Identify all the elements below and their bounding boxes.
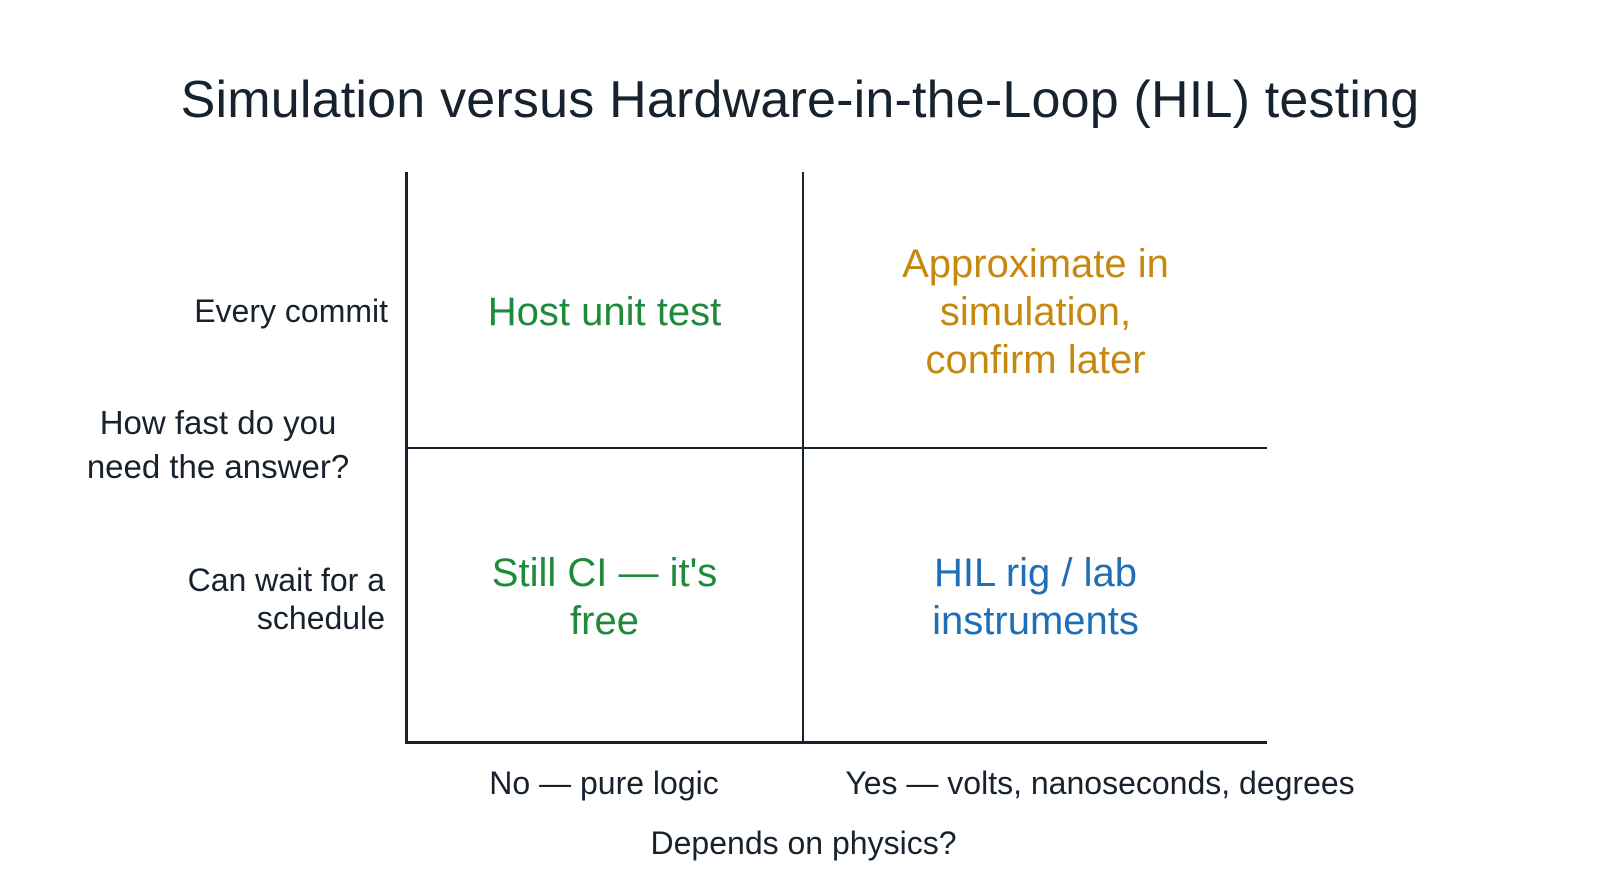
quadrant-bottom-left-text: Still CI — it's free xyxy=(491,551,718,643)
diagram-title: Simulation versus Hardware-in-the-Loop (… xyxy=(180,71,1420,129)
quadrant-bottom-left: Still CI — it's free xyxy=(407,449,802,741)
y-axis-title: How fast do you need the answer? xyxy=(86,404,350,485)
quadrant-bottom-right-text: HIL rig / lab instruments xyxy=(932,551,1139,643)
quadrant-bottom-right: HIL rig / lab instruments xyxy=(804,449,1267,741)
horizontal-divider xyxy=(407,447,1267,449)
column-label-yes-physics: Yes — volts, nanoseconds, degrees xyxy=(845,765,1355,801)
vertical-divider xyxy=(802,172,804,743)
column-label-no-pure-logic: No — pure logic xyxy=(489,765,719,801)
row-label-can-wait: Can wait for a schedule xyxy=(187,562,385,636)
quadrant-top-right: Approximate in simulation, confirm later xyxy=(804,172,1267,447)
quadrant-top-right-text: Approximate in simulation, confirm later xyxy=(902,241,1169,382)
quadrant-top-left-text: Host unit test xyxy=(487,289,722,334)
y-axis-line xyxy=(405,172,408,744)
x-axis-line xyxy=(405,741,1267,744)
quadrant-top-left: Host unit test xyxy=(407,172,802,447)
row-label-every-commit: Every commit xyxy=(194,293,388,329)
x-axis-title: Depends on physics? xyxy=(650,825,957,861)
